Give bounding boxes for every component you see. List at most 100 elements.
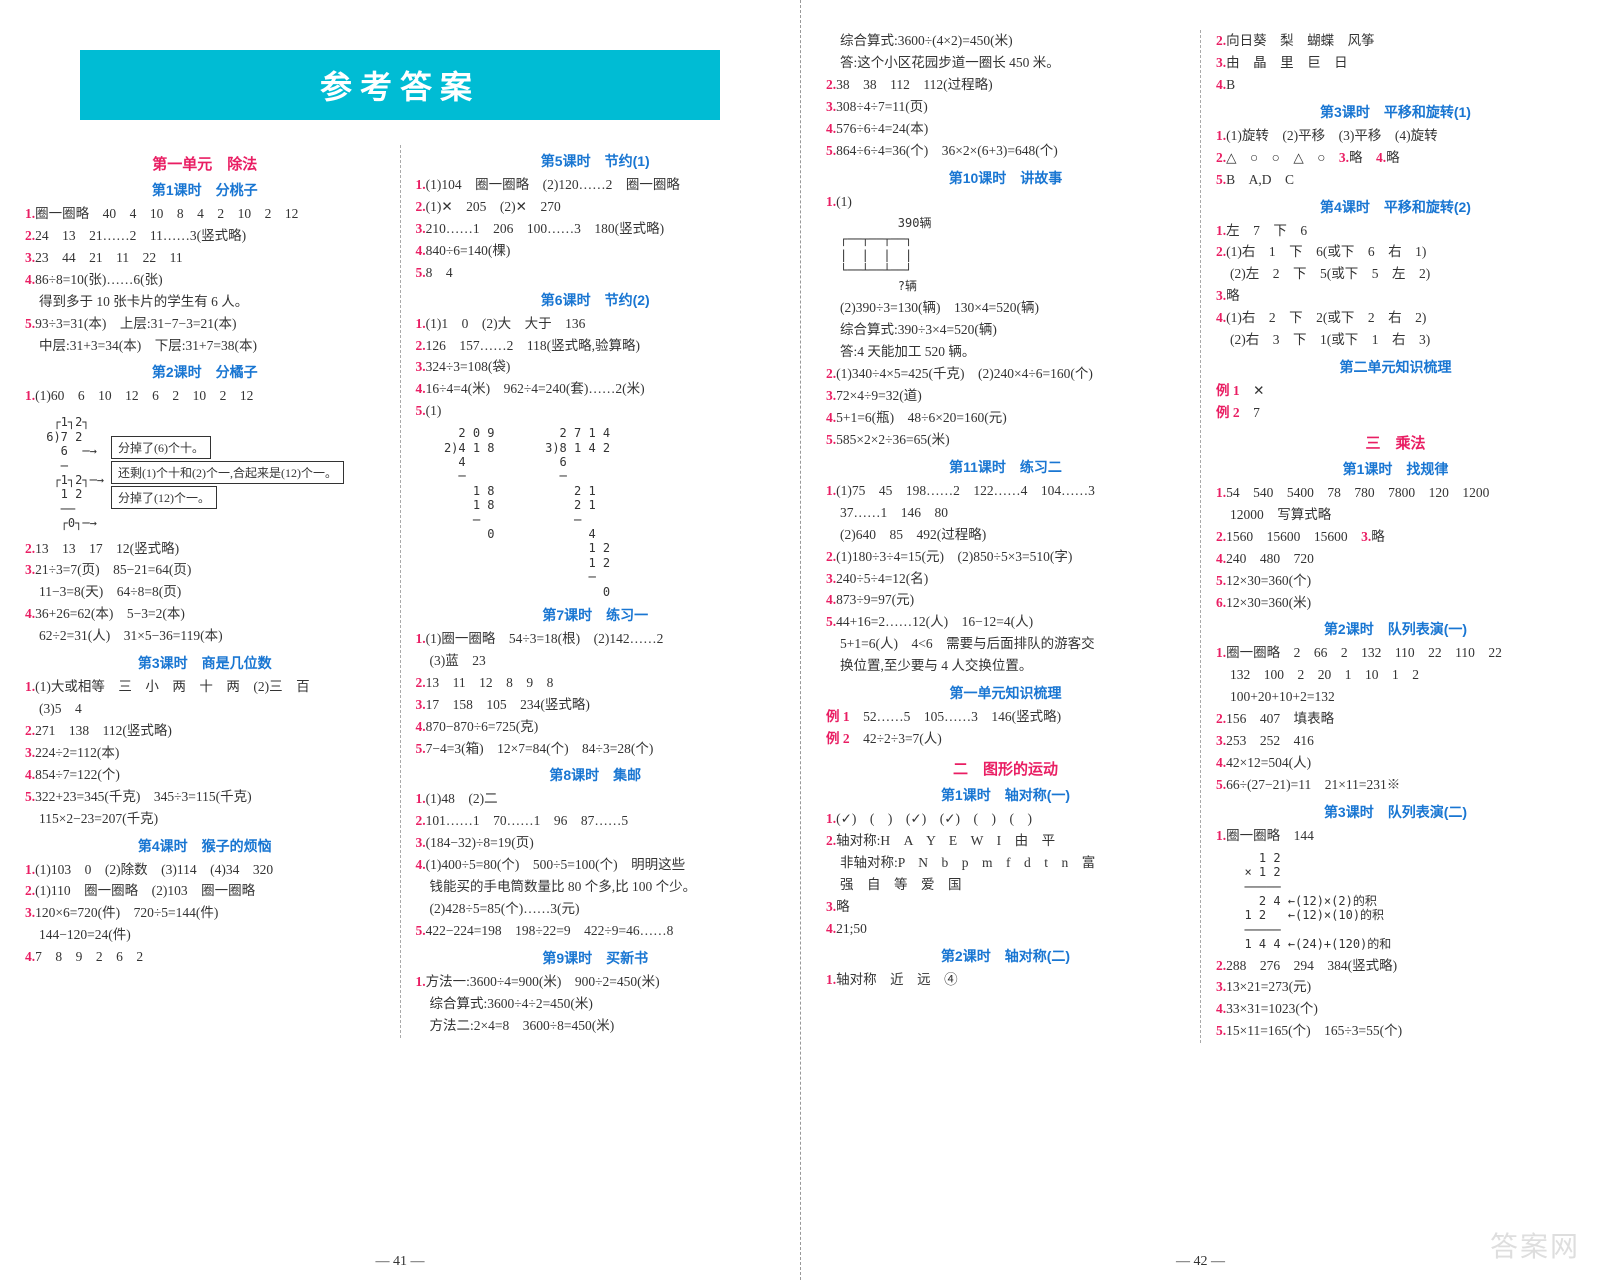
l6-2: 2.126 157……2 118(竖式略,验算略)	[416, 336, 776, 357]
l2-3: 3.21÷3=7(页) 85−21=64(页)	[25, 560, 385, 581]
l2-2: 2.13 13 17 12(竖式略)	[25, 539, 385, 560]
t: 略	[836, 899, 850, 914]
t: (1)104 圈一圈略 (2)120……2 圈一圈略	[426, 177, 680, 192]
l3-4: 4.854÷7=122(个)	[25, 765, 385, 786]
t: (1)60 6 10 12 6 2 10 2 12	[35, 388, 253, 403]
lesson3-title: 第3课时 商是几位数	[25, 653, 385, 673]
t: (1)圈一圈略 54÷3=18(根) (2)142……2	[426, 631, 664, 646]
t: (1)大或相等 三 小 两 十 两 (2)三 百	[35, 679, 309, 694]
l2-3b: 11−3=8(天) 64÷8=8(页)	[25, 582, 385, 603]
l8-3: 3.(184−32)÷8=19(页)	[416, 833, 776, 854]
l21-2: 2.轴对称:H A Y E W I 由 平	[826, 831, 1185, 852]
t: 23 44 21 11 22 11	[35, 250, 183, 265]
l3-2: 2.271 138 112(竖式略)	[25, 721, 385, 742]
t: 方法一:3600÷4=900(米) 900÷2=450(米)	[426, 974, 660, 989]
l11-5b: 5+1=6(人) 4<6 需要与后面排队的游客交	[826, 634, 1185, 655]
t: 308÷4÷7=11(页)	[836, 99, 928, 114]
l32-3: 3.253 252 416	[1216, 731, 1575, 752]
l7-2: 2.13 11 12 8 9 8	[416, 673, 776, 694]
t: (1)400÷5=80(个) 500÷5=100(个) 明明这些	[426, 857, 686, 872]
t: 8 4	[426, 265, 453, 280]
l8-4: 4.(1)400÷5=80(个) 500÷5=100(个) 明明这些	[416, 855, 776, 876]
u1-summary-title: 第一单元知识梳理	[826, 683, 1185, 703]
lesson4-title: 第4课时 猴子的烦恼	[25, 836, 385, 856]
unit2-title: 二 图形的运动	[826, 758, 1185, 779]
l8-2: 2.101……1 70……1 96 87……5	[416, 811, 776, 832]
l31-4: 4.240 480 720	[1216, 549, 1575, 570]
d3: 分掉了(12)个一。	[111, 486, 217, 509]
t: 44+16=2……12(人) 16−12=4(人)	[836, 614, 1033, 629]
page-container: 参考答案 第一单元 除法 第1课时 分桃子 1.圈一圈略 40 4 10 8 4…	[0, 0, 1600, 1280]
lesson2-3-title: 第3课时 平移和旋转(1)	[1216, 102, 1575, 122]
page41-columns: 第一单元 除法 第1课时 分桃子 1.圈一圈略 40 4 10 8 4 2 10…	[20, 145, 780, 1038]
l1-5: 5.93÷3=31(本) 上层:31−7−3=21(本)	[25, 314, 385, 335]
l22-2: 2.向日葵 梨 蝴蝶 风筝	[1216, 31, 1575, 52]
t: △ ○ ○ △ ○	[1226, 150, 1325, 165]
lesson8-title: 第8课时 集邮	[416, 765, 776, 785]
l31-2: 2.1560 15600 15600 3.略	[1216, 527, 1575, 548]
l32-1c: 100+20+10+2=132	[1216, 687, 1575, 708]
l9-1c: 方法二:2×4=8 3600÷8=450(米)	[416, 1016, 776, 1037]
l1-4: 4.86÷8=10(张)……6(张)	[25, 270, 385, 291]
t: 585×2×2÷36=65(米)	[836, 432, 950, 447]
t: (1)右 1 下 6(或下 6 右 1)	[1226, 244, 1426, 259]
l24-3: 3.略	[1216, 286, 1575, 307]
t: 52……5 105……3 146(竖式略)	[863, 709, 1061, 724]
t: 854÷7=122(个)	[35, 767, 120, 782]
t: 轴对称:H A Y E W I 由 平	[836, 833, 1055, 848]
t: (1)48 (2)二	[426, 791, 498, 806]
l1-1: 1.圈一圈略 40 4 10 8 4 2 10 2 12	[25, 204, 385, 225]
t: 93÷3=31(本) 上层:31−7−3=21(本)	[35, 316, 236, 331]
l3-3: 3.224÷2=112(本)	[25, 743, 385, 764]
l4-3b: 144−120=24(件)	[25, 925, 385, 946]
t: 864÷6÷4=36(个) 36×2×(6+3)=648(个)	[836, 143, 1058, 158]
l7-4: 4.870−870÷6=725(克)	[416, 717, 776, 738]
t: 圈一圈略 144	[1226, 828, 1314, 843]
l9-2: 2.38 38 112 112(过程略)	[826, 75, 1185, 96]
t: (✓) ( ) (✓) (✓) ( ) ( )	[836, 811, 1032, 826]
l9-1b: 综合算式:3600÷4÷2=450(米)	[416, 994, 776, 1015]
l23-5: 5.B A,D C	[1216, 170, 1575, 191]
page42-columns: 综合算式:3600÷(4×2)=450(米) 答:这个小区花园步道一圈长 450…	[821, 30, 1580, 1043]
t: 略	[1349, 150, 1363, 165]
t: 240÷5÷4=12(名)	[836, 571, 928, 586]
l24-2b: (2)左 2 下 5(或下 5 左 2)	[1216, 264, 1575, 285]
l4-4: 4.7 8 9 2 6 2	[25, 947, 385, 968]
l1-5b: 中层:31+3=34(本) 下层:31+7=38(本)	[25, 336, 385, 357]
t: 156 407 填表略	[1226, 711, 1334, 726]
t: 422−224=198 198÷22=9 422÷9=46……8	[426, 923, 674, 938]
l21-2b: 非轴对称:P N b p m f d t n 富	[826, 853, 1185, 874]
t: 240 480 720	[1226, 551, 1314, 566]
d2: 还剩(1)个十和(2)个一,合起来是(12)个一。	[111, 461, 344, 484]
t: 16÷4=4(米) 962÷4=240(套)……2(米)	[426, 381, 645, 396]
l33-3: 3.13×21=273(元)	[1216, 977, 1575, 998]
l21-2c: 强 自 等 爱 国	[826, 875, 1185, 896]
l5-4: 4.840÷6=140(棵)	[416, 241, 776, 262]
l3-1: 1.(1)大或相等 三 小 两 十 两 (2)三 百	[25, 677, 385, 698]
lesson6-title: 第6课时 节约(2)	[416, 290, 776, 310]
l31-5: 5.12×30=360(个)	[1216, 571, 1575, 592]
l9-5: 5.864÷6÷4=36(个) 36×2×(6+3)=648(个)	[826, 141, 1185, 162]
page-42: 综合算式:3600÷(4×2)=450(米) 答:这个小区花园步道一圈长 450…	[800, 0, 1600, 1280]
l1-2: 2.24 13 21……2 11……3(竖式略)	[25, 226, 385, 247]
answer-banner: 参考答案	[80, 50, 720, 120]
t: ✕	[1253, 383, 1264, 398]
l10-1b: (2)390÷3=130(辆) 130×4=520(辆)	[826, 298, 1185, 319]
l7-1b: (3)蓝 23	[416, 651, 776, 672]
l5-5: 5.8 4	[416, 263, 776, 284]
t: (1)旋转 (2)平移 (3)平移 (4)旋转	[1226, 128, 1437, 143]
l24-1: 1.左 7 下 6	[1216, 221, 1575, 242]
t: 7 8 9 2 6 2	[35, 949, 143, 964]
t: 576÷6÷4=24(本)	[836, 121, 928, 136]
l10-2: 2.(1)340÷4×5=425(千克) (2)240×4÷6=160(个)	[826, 364, 1185, 385]
l21-4: 4.21;50	[826, 919, 1185, 940]
l5-1: 1.(1)104 圈一圈略 (2)120……2 圈一圈略	[416, 175, 776, 196]
l2-diagram: ┌1┐2┐ 6)7 2 6 ─→ ─ ┌1┐2┐─→ 1 2 ── ┌0┐─→ …	[39, 411, 385, 534]
l22-1: 1.轴对称 近 远 ④	[826, 970, 1185, 991]
l10-5: 5.585×2×2÷36=65(米)	[826, 430, 1185, 451]
t: 288 276 294 384(竖式略)	[1226, 958, 1397, 973]
t: 17 158 105 234(竖式略)	[426, 697, 590, 712]
u1-ex1: 例 1 52……5 105……3 146(竖式略)	[826, 707, 1185, 728]
l8-5: 5.422−224=198 198÷22=9 422÷9=46……8	[416, 921, 776, 942]
t: 322+23=345(千克) 345÷3=115(千克)	[35, 789, 251, 804]
